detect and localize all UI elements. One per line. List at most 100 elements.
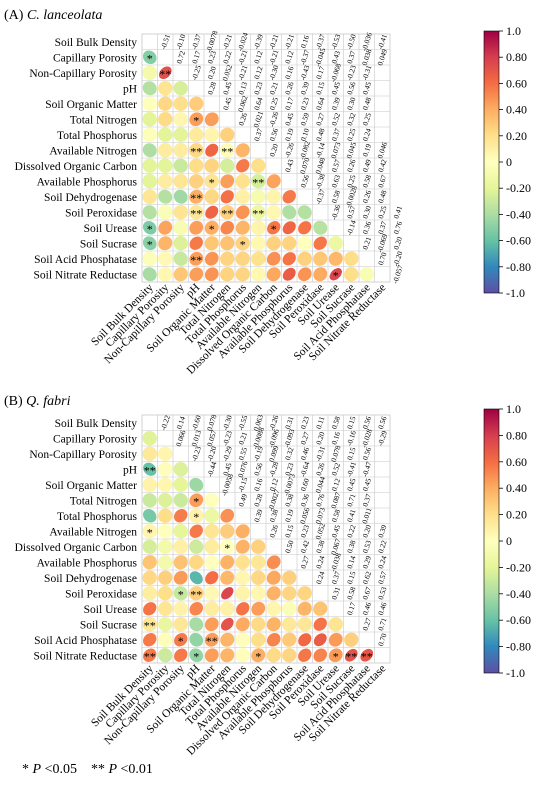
correlation-ellipse: [313, 251, 328, 266]
correlation-ellipse: [236, 602, 250, 616]
correlation-ellipse: [173, 81, 188, 96]
coefficient-label: 0.23: [205, 49, 218, 64]
coefficient-label: 0.45: [345, 477, 358, 492]
sig2-p: P: [108, 762, 118, 777]
correlation-ellipse: [344, 632, 359, 647]
coefficient-label: 0.27: [314, 111, 327, 126]
correlation-ellipse: [282, 236, 297, 251]
coefficient-label: 0.14: [174, 415, 187, 430]
correlation-ellipse: [157, 251, 173, 267]
coefficient-label: 0.11: [314, 415, 327, 430]
correlation-ellipse: [220, 220, 235, 235]
row-label: Soil Dehydrogenase: [44, 573, 137, 585]
correlation-ellipse: [344, 648, 358, 662]
correlation-ellipse: [281, 601, 297, 617]
correlation-ellipse: [266, 601, 282, 617]
correlation-ellipse: [189, 205, 204, 220]
correlation-ellipse: [204, 617, 219, 632]
correlation-ellipse: [189, 493, 204, 508]
coefficient-label: 0.24: [376, 554, 389, 569]
coefficient-label: 0.45: [221, 461, 234, 476]
correlation-ellipse: [142, 112, 157, 127]
significance-star: **: [144, 463, 156, 477]
correlation-ellipse: [204, 267, 219, 282]
correlation-ellipse: [204, 632, 219, 647]
coefficient-label: -0.057: [391, 263, 406, 284]
row-label: Soil Organic Matter: [45, 480, 137, 492]
correlation-ellipse: [189, 477, 204, 492]
correlation-ellipse: [219, 142, 235, 158]
correlation-ellipse: [189, 189, 204, 204]
correlation-ellipse: [173, 617, 188, 632]
correlation-ellipse: [157, 539, 173, 555]
correlation-ellipse: [205, 205, 219, 219]
coefficient-label: 0.17: [345, 601, 358, 616]
coefficient-label: 0.12: [329, 477, 342, 492]
significance-star: **: [206, 634, 218, 648]
correlation-ellipse: [173, 524, 188, 539]
correlation-ellipse: [189, 571, 203, 585]
coefficient-label: 0.56: [267, 127, 280, 142]
coefficient-label: 0.25: [360, 111, 373, 126]
significance-star: *: [240, 237, 246, 251]
coefficient-label: 0.38: [283, 492, 296, 507]
correlation-ellipse: [173, 477, 188, 492]
correlation-ellipse: [266, 648, 281, 663]
coefficient-label: 0.21: [267, 80, 280, 95]
row-label: Available Phosphorus: [37, 176, 138, 188]
correlation-ellipse: [142, 189, 157, 204]
correlation-ellipse: [251, 617, 266, 632]
coefficient-label: 0.76: [391, 220, 404, 235]
correlation-ellipse: [158, 96, 173, 111]
significance-star: *: [209, 222, 215, 236]
significance-star: *: [333, 649, 339, 663]
correlation-ellipse: [282, 570, 297, 585]
coefficient-label: 0.45: [221, 96, 234, 111]
coefficient-label: 0.53: [376, 585, 389, 600]
correlation-ellipse: [204, 220, 219, 235]
correlation-ellipse: [142, 493, 157, 508]
coefficient-label: 0.22: [221, 49, 234, 64]
coefficient-label: 0.23: [298, 415, 311, 430]
coefficient-label: 0.58: [329, 415, 342, 430]
row-label: Soil Dehydrogenase: [44, 192, 137, 204]
species-name: Q. fabri: [26, 394, 70, 409]
correlation-ellipse: [235, 585, 251, 601]
coefficient-label: 0.15: [345, 415, 358, 430]
correlation-ellipse: [204, 112, 219, 127]
coefficient-label: 0.15: [345, 570, 358, 585]
correlation-ellipse: [205, 143, 219, 157]
significance-star: **: [221, 206, 233, 220]
coefficient-label: 0.56: [252, 461, 265, 476]
correlation-ellipse: [173, 205, 188, 220]
correlation-ellipse: [328, 632, 343, 647]
significance-star: **: [190, 144, 202, 158]
coefficient-label: 0.43: [283, 158, 296, 173]
coefficient-label: 0.45: [329, 523, 342, 538]
correlation-ellipse: [313, 220, 328, 235]
coefficient-label: 0.59: [298, 111, 311, 126]
correlation-ellipse: [220, 648, 235, 663]
correlation-ellipse: [205, 571, 219, 585]
significance-star: **: [345, 649, 357, 663]
species-name: C. lanceolata: [27, 8, 102, 23]
coefficient-label: 0.39: [329, 96, 342, 111]
correlation-ellipse: [189, 96, 204, 111]
correlation-ellipse: [250, 220, 266, 236]
correlation-ellipse: [173, 493, 188, 508]
coefficient-label: 0.25: [345, 127, 358, 142]
correlation-ellipse: [157, 142, 173, 158]
significance-star: **: [361, 649, 373, 663]
coefficient-label: 0.45: [360, 80, 373, 95]
coefficient-label: 0.52: [329, 461, 342, 476]
correlation-ellipse: [189, 236, 203, 250]
correlation-ellipse: [220, 632, 235, 647]
coefficient-label: 0.20: [267, 142, 280, 157]
correlation-ellipse: [189, 267, 204, 282]
correlation-ellipse: [189, 143, 204, 158]
correlation-ellipse: [313, 236, 327, 250]
correlation-ellipse: [158, 66, 172, 80]
coefficient-label: 0.16: [283, 65, 296, 80]
row-label: Dissolved Organic Carbon: [15, 542, 138, 554]
coefficient-label: 0.37: [345, 49, 358, 64]
